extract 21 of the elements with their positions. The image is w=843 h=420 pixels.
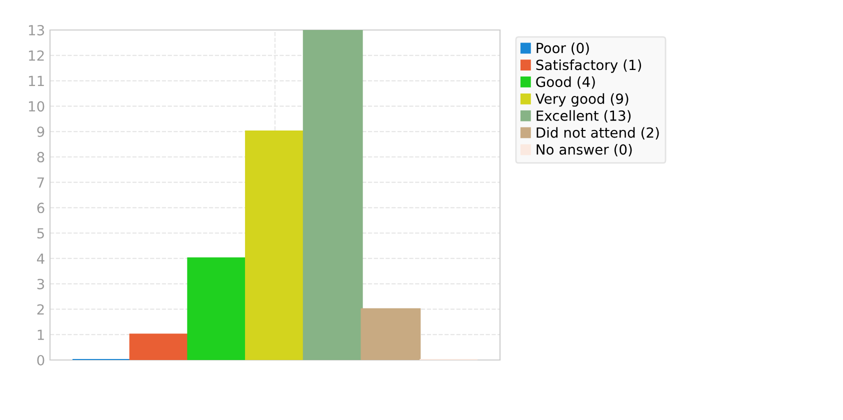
legend-label: No answer (0): [536, 144, 632, 156]
y-tick-label: 2: [37, 304, 44, 315]
y-tick-label: 1: [38, 330, 44, 340]
y-tick-label: 7: [37, 177, 44, 188]
y-tick-label: 9: [37, 126, 44, 138]
y-tick-label: 4: [36, 254, 44, 264]
legend-label: Excellent (13): [536, 110, 631, 123]
legend-label: Good (4): [536, 76, 595, 89]
y-tick-label: 12: [28, 50, 44, 61]
y-tick-label: 0: [37, 354, 44, 366]
y-tick-label: 6: [37, 202, 44, 214]
y-tick-label: 11: [28, 76, 44, 86]
legend-label: Very good (9): [535, 93, 628, 107]
y-tick-label: 5: [37, 228, 44, 239]
y-tick-label: 10: [28, 101, 44, 112]
legend-label: Did not attend (2): [536, 127, 659, 140]
y-tick-label: 8: [37, 152, 44, 162]
y-tick-label: 13: [28, 24, 44, 36]
legend-label: Poor (0): [536, 42, 589, 55]
y-tick-label: 3: [37, 278, 44, 290]
legend-label: Satisfactory (1): [536, 59, 642, 73]
